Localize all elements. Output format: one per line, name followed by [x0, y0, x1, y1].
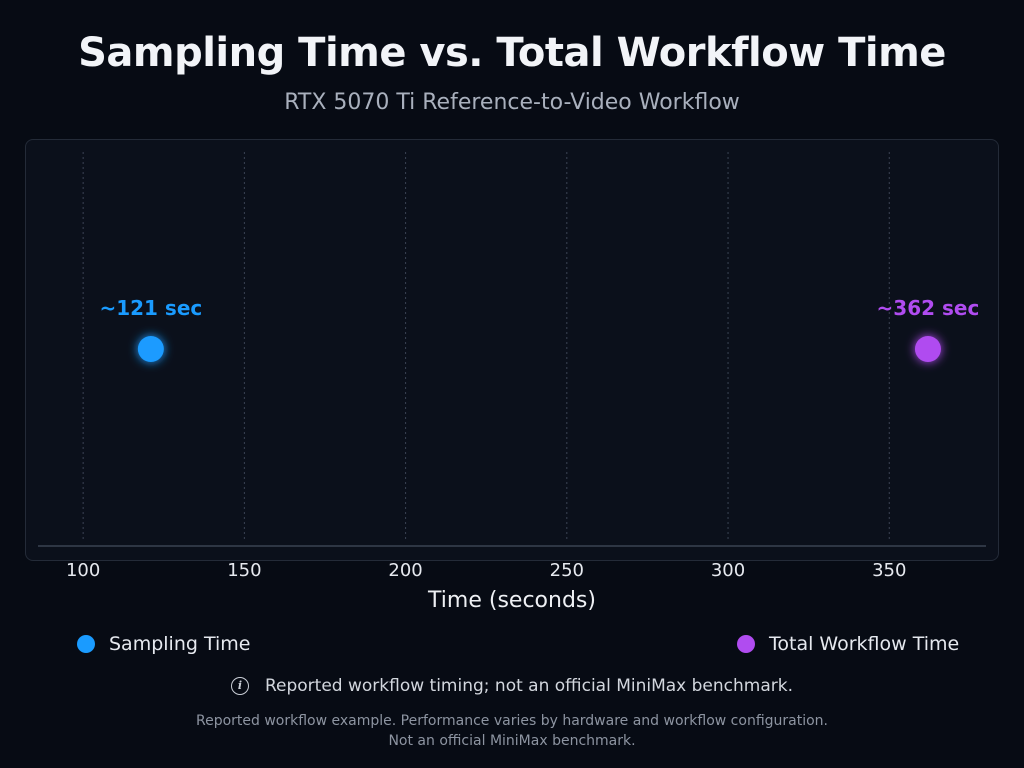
- timing-note-text: Reported workflow timing; not an officia…: [264, 676, 794, 696]
- x-tick-label-300: 300: [711, 560, 745, 581]
- legend-item-total-workflow-time: Total Workflow Time: [737, 633, 959, 655]
- x-axis-label: Time (seconds): [428, 588, 596, 613]
- chart-subtitle: RTX 5070 Ti Reference-to-Video Workflow: [284, 90, 740, 115]
- legend-label-sampling-time: Sampling Time: [109, 633, 251, 655]
- legend-swatch-total-workflow-time: [737, 635, 755, 653]
- legend-label-total-workflow-time: Total Workflow Time: [769, 633, 960, 655]
- legend-item-sampling-time: Sampling Time: [77, 633, 250, 655]
- x-tick-label-150: 150: [227, 560, 261, 581]
- point-total-workflow-time: [914, 336, 941, 362]
- chart-title: Sampling Time vs. Total Workflow Time: [78, 30, 946, 76]
- x-tick-label-250: 250: [550, 560, 584, 581]
- timing-note: i Reported workflow timing; not an offic…: [0, 676, 1024, 696]
- data-label-sampling-time: ~121 sec: [99, 296, 202, 320]
- data-marks: ~121 sec ~362 sec: [99, 296, 979, 362]
- info-icon: i: [230, 677, 249, 695]
- x-tick-label-200: 200: [388, 560, 422, 581]
- x-axis-ticks: 100 150 200 250 300 350: [66, 560, 906, 581]
- legend-swatch-sampling-time: [77, 635, 95, 653]
- x-tick-label-100: 100: [66, 560, 100, 581]
- grid-lines: [82, 152, 890, 540]
- data-label-total-workflow-time: ~362 sec: [877, 296, 980, 320]
- point-sampling-time: [137, 336, 164, 362]
- disclaimer: Reported workflow example. Performance v…: [0, 711, 1024, 751]
- disclaimer-line-1: Reported workflow example. Performance v…: [196, 713, 828, 729]
- x-tick-label-350: 350: [872, 560, 906, 581]
- disclaimer-line-2: Not an official MiniMax benchmark.: [388, 733, 636, 749]
